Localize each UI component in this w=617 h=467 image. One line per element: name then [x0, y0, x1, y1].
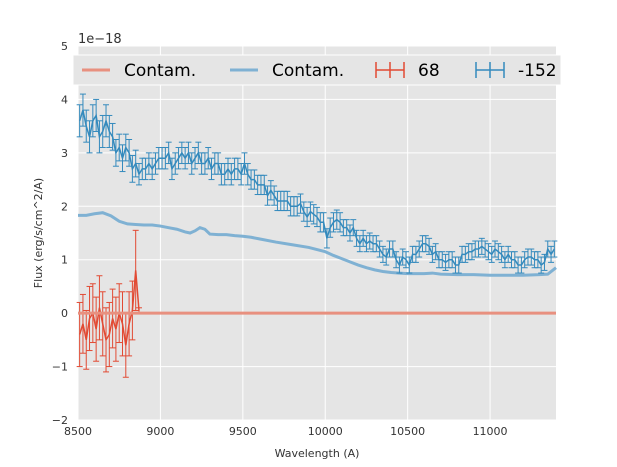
- errorbar-line: [78, 109, 555, 267]
- series-3: [76, 93, 558, 274]
- legend-entry: 68: [375, 61, 440, 81]
- legend-label: 68: [418, 61, 440, 81]
- series-2: [76, 229, 142, 378]
- errorbar-line: [78, 270, 140, 346]
- contam-line: [78, 211, 557, 277]
- y-axis-label: Flux (erg/s/cm^2/A): [32, 178, 45, 288]
- plot-area: [78, 46, 556, 420]
- legend-entry: -152: [475, 61, 557, 81]
- x-axis-label: Wavelength (A): [275, 447, 360, 460]
- legend-label: -152: [518, 61, 557, 81]
- legend-entry: Contam.: [230, 61, 344, 81]
- y-tick-label: 3: [61, 147, 68, 160]
- legend-swatch: [375, 62, 405, 78]
- y-tick-label: −2: [52, 414, 68, 427]
- legend: Contam. Contam. 68 -152: [72, 54, 562, 86]
- x-tick-label: 10500: [390, 425, 425, 438]
- legend-swatch: [475, 62, 505, 78]
- series-layer: [76, 93, 558, 378]
- y-tick-label: 2: [61, 200, 68, 213]
- errorbar-point: [551, 240, 558, 258]
- x-tick-label: 9500: [229, 425, 257, 438]
- legend-entry: Contam.: [82, 61, 196, 81]
- y-offset-text: 1e−18: [78, 32, 122, 47]
- legend-label: Contam.: [124, 61, 196, 81]
- y-tick-label: 5: [61, 40, 68, 53]
- errorbar-point: [76, 104, 83, 138]
- y-tick-label: −1: [52, 361, 68, 374]
- y-tick-label: 0: [61, 307, 68, 320]
- x-tick-label: 9000: [146, 425, 174, 438]
- x-tick-label: 11000: [473, 425, 508, 438]
- y-tick-label: 4: [61, 93, 68, 106]
- y-tick-label: 1: [61, 254, 68, 267]
- series-1: [78, 211, 557, 277]
- x-tick-label: 10000: [308, 425, 343, 438]
- tick-labels: 8500 9000 9500 10000 10500 11000 −2 −1 0 1 2 3 4 5: [52, 40, 508, 438]
- legend-label: Contam.: [272, 61, 344, 81]
- x-tick-label: 8500: [64, 425, 92, 438]
